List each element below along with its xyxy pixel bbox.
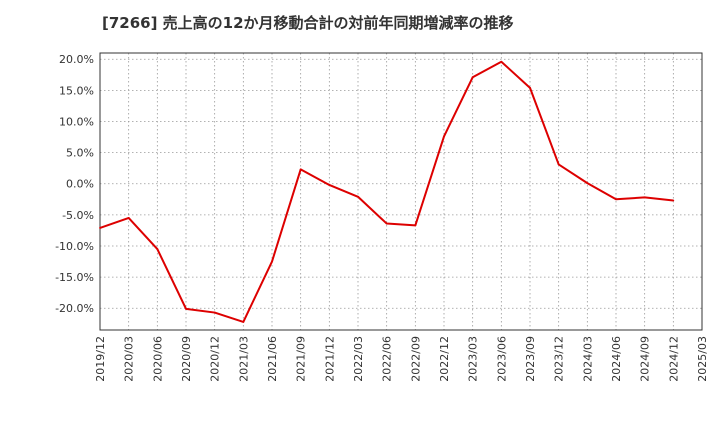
y-tick-label: -5.0% bbox=[62, 209, 94, 222]
x-tick-label: 2021/12 bbox=[323, 336, 336, 382]
data-point bbox=[672, 199, 675, 202]
y-tick-label: 5.0% bbox=[66, 147, 94, 160]
plot-area bbox=[100, 53, 702, 330]
data-point bbox=[99, 227, 101, 229]
data-point bbox=[271, 260, 273, 263]
x-tick-label: 2022/06 bbox=[381, 336, 394, 382]
data-point bbox=[471, 76, 474, 79]
x-tick-label: 2022/03 bbox=[352, 336, 365, 382]
data-point bbox=[156, 248, 159, 250]
y-tick-label: 0.0% bbox=[66, 178, 94, 191]
x-tick-label: 2024/03 bbox=[581, 336, 594, 382]
data-point bbox=[213, 311, 216, 314]
x-tick-label: 2021/03 bbox=[237, 336, 250, 382]
data-point bbox=[357, 195, 359, 198]
data-point bbox=[299, 168, 302, 171]
x-tick-label: 2024/06 bbox=[610, 336, 623, 382]
x-tick-label: 2020/03 bbox=[123, 336, 136, 382]
x-tick-label: 2023/06 bbox=[495, 336, 508, 382]
y-tick-label: -20.0% bbox=[55, 302, 94, 315]
x-tick-label: 2024/12 bbox=[667, 336, 680, 382]
x-tick-label: 2021/09 bbox=[295, 336, 308, 382]
y-tick-label: -10.0% bbox=[55, 240, 94, 253]
x-tick-label: 2023/03 bbox=[467, 336, 480, 382]
data-point bbox=[185, 307, 187, 310]
y-tick-label: 15.0% bbox=[59, 84, 94, 97]
x-tick-label: 2020/06 bbox=[151, 336, 164, 382]
data-point bbox=[242, 321, 245, 323]
data-point bbox=[500, 60, 503, 63]
data-point bbox=[615, 198, 617, 201]
x-tick-label: 2019/12 bbox=[94, 336, 107, 382]
x-tick-label: 2020/09 bbox=[180, 336, 193, 382]
data-point bbox=[586, 182, 589, 184]
y-tick-label: 20.0% bbox=[59, 53, 94, 66]
data-point bbox=[414, 224, 417, 227]
data-point bbox=[557, 163, 560, 166]
data-point bbox=[385, 222, 388, 225]
y-tick-label: -15.0% bbox=[55, 271, 94, 284]
x-tick-label: 2021/06 bbox=[266, 336, 279, 382]
x-tick-label: 2023/09 bbox=[524, 336, 537, 382]
x-tick-label: 2020/12 bbox=[209, 336, 222, 382]
data-point bbox=[328, 184, 331, 186]
y-tick-label: 10.0% bbox=[59, 115, 94, 128]
x-tick-label: 2022/12 bbox=[438, 336, 451, 382]
data-point bbox=[443, 135, 445, 138]
data-point bbox=[127, 217, 130, 219]
plot-frame bbox=[99, 52, 703, 331]
x-tick-label: 2025/03 bbox=[696, 336, 709, 382]
x-tick-label: 2024/09 bbox=[639, 336, 652, 382]
data-point bbox=[529, 86, 531, 89]
x-tick-label: 2022/09 bbox=[409, 336, 422, 382]
data-point bbox=[643, 196, 646, 199]
chart-title: [7266] 売上高の12か月移動合計の対前年同期増減率の推移 bbox=[102, 14, 514, 32]
x-tick-label: 2023/12 bbox=[553, 336, 566, 382]
